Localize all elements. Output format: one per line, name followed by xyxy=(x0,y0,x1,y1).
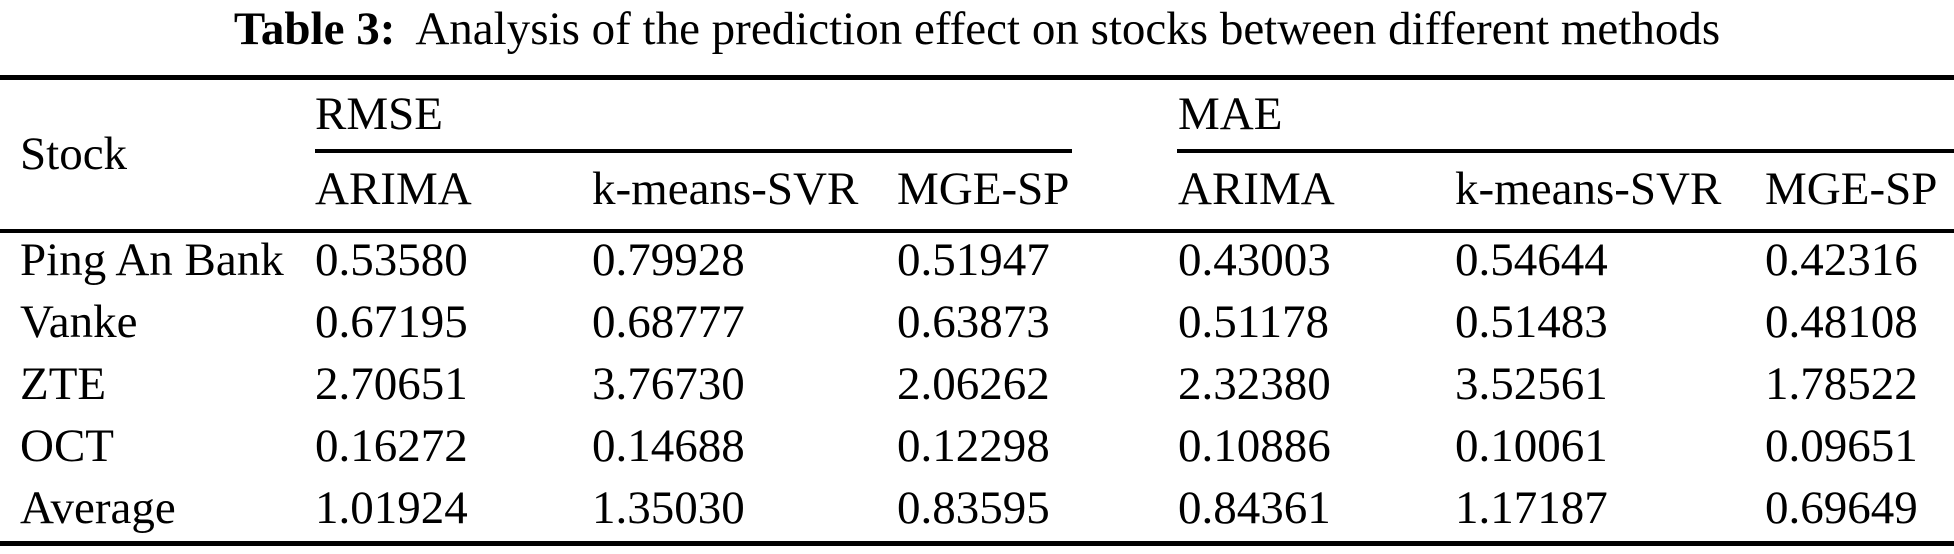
value-cell: 0.68777 xyxy=(592,295,745,348)
table-row-zte: ZTE 2.70651 3.76730 2.06262 2.32380 3.52… xyxy=(0,353,1954,415)
value-cell-best: 2.06262 xyxy=(897,357,1050,410)
value-cell: 0.84361 xyxy=(1178,481,1331,534)
rmse-arima-header: ARIMA xyxy=(315,162,472,215)
table-caption-label: Table 3: xyxy=(233,3,396,55)
table-caption-text: Analysis of the prediction effect on sto… xyxy=(415,3,1721,55)
value-cell: 0.53580 xyxy=(315,233,468,286)
value-cell: 2.70651 xyxy=(315,357,468,410)
value-cell-best: 0.63873 xyxy=(897,295,1050,348)
stock-column-header: Stock xyxy=(20,128,128,180)
stock-name: OCT xyxy=(20,419,114,472)
mae-mge-sp-header: MGE-SP xyxy=(1765,162,1938,215)
rmse-group-underline-rule xyxy=(315,149,1072,153)
value-cell-best: 0.48108 xyxy=(1765,295,1918,348)
value-cell: 1.17187 xyxy=(1455,481,1608,534)
group-header-row: Stock RMSE MAE xyxy=(0,80,1954,178)
header-bottom-rule xyxy=(0,229,1954,233)
value-cell: 0.10061 xyxy=(1455,419,1608,472)
value-cell-best: 1.78522 xyxy=(1765,357,1918,410)
table-row-ping-an-bank: Ping An Bank 0.53580 0.79928 0.51947 0.4… xyxy=(0,229,1954,291)
results-table: Stock RMSE MAE ARIMA k-means-SVR MGE-SP … xyxy=(0,80,1954,539)
stock-name: Ping An Bank xyxy=(20,233,284,286)
value-cell-best: 0.09651 xyxy=(1765,419,1918,472)
value-cell: 0.79928 xyxy=(592,233,745,286)
value-cell-best: 0.69649 xyxy=(1765,481,1918,534)
value-cell-best: 0.12298 xyxy=(897,419,1050,472)
value-cell-best: 0.51947 xyxy=(897,233,1050,286)
value-cell: 0.43003 xyxy=(1178,233,1331,286)
value-cell: 0.54644 xyxy=(1455,233,1608,286)
rmse-kmeans-svr-header: k-means-SVR xyxy=(592,162,859,215)
value-cell-best: 0.83595 xyxy=(897,481,1050,534)
mae-group-underline-rule xyxy=(1177,149,1954,153)
rmse-group-header: RMSE xyxy=(315,88,443,140)
method-header-row: ARIMA k-means-SVR MGE-SP ARIMA k-means-S… xyxy=(0,149,1954,229)
table-row-average: Average 1.01924 1.35030 0.83595 0.84361 … xyxy=(0,477,1954,539)
value-cell: 1.01924 xyxy=(315,481,468,534)
mae-kmeans-svr-header: k-means-SVR xyxy=(1455,162,1722,215)
value-cell: 2.32380 xyxy=(1178,357,1331,410)
value-cell: 0.51483 xyxy=(1455,295,1608,348)
value-cell: 0.14688 xyxy=(592,419,745,472)
mae-group-header: MAE xyxy=(1178,88,1283,140)
value-cell: 3.52561 xyxy=(1455,357,1608,410)
table-bottom-rule xyxy=(0,541,1954,546)
value-cell: 0.16272 xyxy=(315,419,468,472)
stock-name: Average xyxy=(20,481,176,534)
table-caption: Table 3: Analysis of the prediction effec… xyxy=(0,2,1954,56)
value-cell: 1.35030 xyxy=(592,481,745,534)
mae-arima-header: ARIMA xyxy=(1178,162,1335,215)
table-top-rule xyxy=(0,75,1954,80)
value-cell-best: 0.42316 xyxy=(1765,233,1918,286)
table-row-oct: OCT 0.16272 0.14688 0.12298 0.10886 0.10… xyxy=(0,415,1954,477)
table-row-vanke: Vanke 0.67195 0.68777 0.63873 0.51178 0.… xyxy=(0,291,1954,353)
value-cell: 0.10886 xyxy=(1178,419,1331,472)
value-cell: 0.67195 xyxy=(315,295,468,348)
stock-name: Vanke xyxy=(20,295,138,348)
stock-name: ZTE xyxy=(20,357,107,410)
rmse-mge-sp-header: MGE-SP xyxy=(897,162,1070,215)
value-cell: 0.51178 xyxy=(1178,295,1330,348)
value-cell: 3.76730 xyxy=(592,357,745,410)
